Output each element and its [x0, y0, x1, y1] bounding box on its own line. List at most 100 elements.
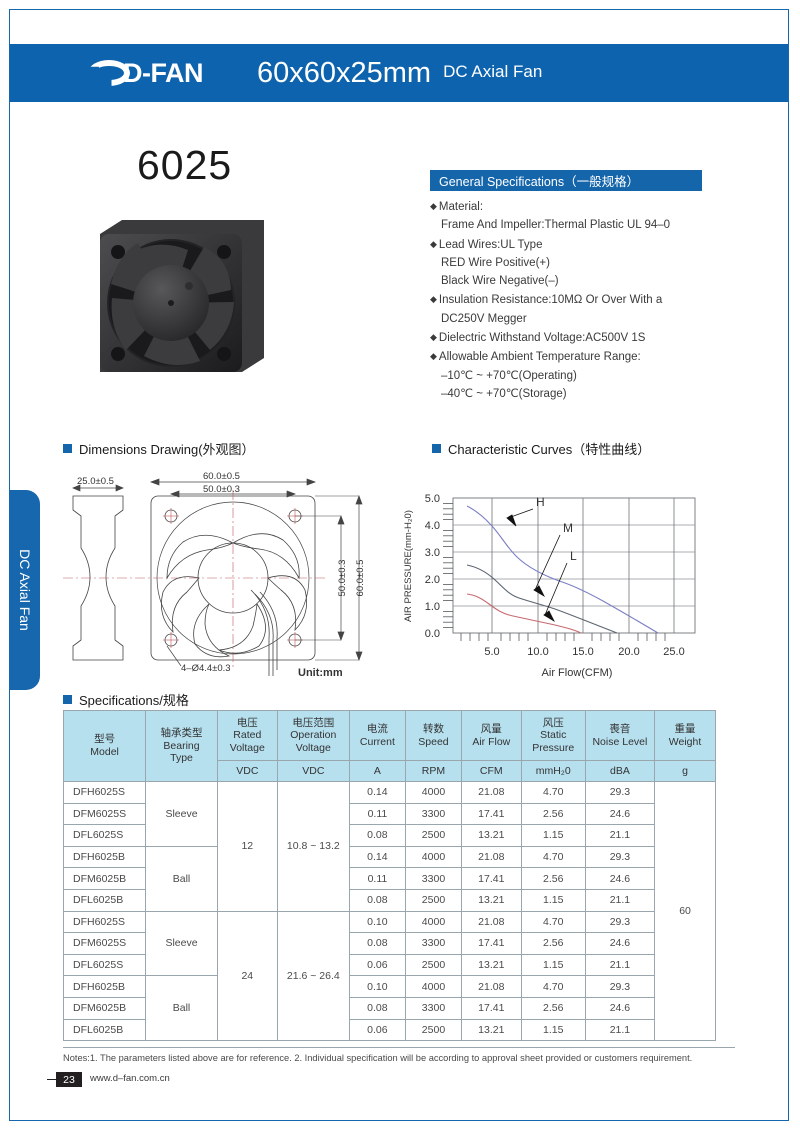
x-tick-label: 5.0 — [484, 646, 499, 658]
col-header-noise-level: 喪音 Noise Level — [584, 710, 656, 761]
cell-model: DFM6025S — [62, 932, 147, 955]
cell-noise: 24.6 — [584, 996, 656, 1020]
dim-depth-label: 25.0±0.5 — [77, 476, 114, 487]
cell-operation-voltage: 10.8 ~ 13.2 — [276, 781, 350, 912]
cell-static-pressure: 4.70 — [520, 910, 586, 934]
cell-model: DFH6025S — [62, 781, 147, 804]
diamond-bullet-icon: ◆ — [430, 294, 437, 305]
cell-noise: 24.6 — [584, 802, 656, 826]
page-border — [9, 9, 789, 1121]
x-tick-label: 15.0 — [572, 646, 593, 658]
x-tick-label: 25.0 — [663, 646, 684, 658]
cell-air-flow: 13.21 — [460, 953, 522, 977]
cell-current: 0.06 — [348, 953, 406, 977]
x-tick-label: 20.0 — [618, 646, 639, 658]
cell-static-pressure: 1.15 — [520, 824, 586, 847]
x-tick-label: 10.0 — [527, 646, 548, 658]
unit-rated-voltage: VDC — [216, 760, 278, 782]
cell-noise: 21.1 — [584, 888, 656, 912]
cell-air-flow: 17.41 — [460, 996, 522, 1020]
unit-weight: g — [654, 760, 716, 782]
cell-speed: 3300 — [404, 996, 462, 1020]
footer-website[interactable]: www.d–fan.com.cn — [90, 1073, 170, 1084]
cell-static-pressure: 4.70 — [520, 781, 586, 804]
table-row: DFM6025S 0.11 3300 17.41 2.56 24.6 — [62, 802, 716, 826]
table-header-row: 型号 Model 轴承类型 Bearing Type 电压 Rated Voltag… — [62, 710, 716, 782]
diamond-bullet-icon: ◆ — [430, 351, 437, 362]
cell-model: DFH6025B — [62, 975, 147, 998]
cell-current: 0.14 — [348, 845, 406, 869]
col-header-operation-voltage: 电压范围 Operation Voltage — [276, 710, 350, 761]
cell-bearing: Ball — [145, 975, 218, 1042]
cell-static-pressure: 4.70 — [520, 845, 586, 869]
curve-label-h: H — [536, 495, 545, 509]
curve-label-m: M — [563, 521, 573, 535]
cell-current: 0.14 — [348, 781, 406, 804]
cell-speed: 4000 — [404, 845, 462, 869]
section-heading-curves: Characteristic Curves（特性曲线） — [432, 439, 650, 458]
cell-air-flow: 13.21 — [460, 888, 522, 912]
spec-line: RED Wire Positive(+) — [441, 256, 550, 269]
cell-rated-voltage: 24 — [216, 910, 278, 1042]
ellipse-logo-icon — [88, 58, 132, 88]
side-tab-dc-axial-fan[interactable]: DC Axial Fan — [10, 490, 40, 690]
diamond-bullet-icon: ◆ — [430, 238, 437, 249]
table-row: DFL6025S 0.06 2500 13.21 1.15 21.1 — [62, 953, 716, 977]
unit-static-pressure: mmH₂0 — [520, 760, 586, 782]
cell-bearing: Sleeve — [145, 910, 218, 977]
unit-operation-voltage: VDC — [276, 760, 350, 782]
section-heading-specifications: Specifications/规格 — [63, 690, 189, 709]
page-header: D-FAN 60x60x25mm DC Axial Fan — [10, 44, 788, 102]
spec-line: Black Wire Negative(–) — [441, 275, 559, 288]
section-heading-dimensions: Dimensions Drawing(外观图） — [63, 439, 255, 458]
cell-air-flow: 17.41 — [460, 802, 522, 826]
cell-current: 0.11 — [348, 802, 406, 826]
col-header-weight: 重量 Weight — [654, 710, 716, 761]
cell-operation-voltage: 21.6 ~ 26.4 — [276, 910, 350, 1042]
cell-model: DFM6025B — [62, 996, 147, 1020]
y-tick-label: 2.0 — [425, 574, 440, 586]
dim-height-outer-label: 60.0±0.5 — [355, 560, 366, 597]
cell-noise: 29.3 — [584, 781, 656, 804]
cell-bearing: Sleeve — [145, 781, 218, 847]
cell-current: 0.08 — [348, 932, 406, 955]
page-dash — [47, 1079, 56, 1080]
cell-static-pressure: 1.15 — [520, 1018, 586, 1042]
product-size: 60x60x25mm — [257, 56, 432, 89]
col-header-air-flow: 风量 Air Flow — [460, 710, 522, 761]
cell-model: DFL6025S — [62, 953, 147, 977]
cell-bearing: Ball — [145, 845, 218, 912]
unit-noise-level: dBA — [584, 760, 656, 782]
spec-line: ◆ Dielectric Withstand Voltage:AC500V 1S — [430, 332, 646, 345]
col-header-rated-voltage: 电压 Rated Voltage — [216, 710, 278, 761]
cell-static-pressure: 1.15 — [520, 888, 586, 912]
table-row: DFM6025B 0.11 3300 17.41 2.56 24.6 — [62, 867, 716, 890]
table-row: DFH6025S Sleeve 24 21.6 ~ 26.4 0.10 4000… — [62, 910, 716, 1042]
cell-speed: 4000 — [404, 781, 462, 804]
characteristic-curves-chart: H M L 5.0 4.0 3.0 2.0 1.0 0.0 5.0 10.0 1… — [403, 493, 696, 679]
cell-static-pressure: 4.70 — [520, 975, 586, 998]
cell-model: DFL6025B — [62, 888, 147, 912]
cell-model: DFM6025S — [62, 802, 147, 826]
y-tick-label: 0.0 — [425, 628, 440, 640]
dim-hole-note-label: 4–Ø4.4±0.3 — [181, 663, 231, 674]
cell-current: 0.08 — [348, 996, 406, 1020]
table-row: DFL6025B 0.06 2500 13.21 1.15 21.1 — [62, 1018, 716, 1042]
footer-notes: Notes:1. The parameters listed above are… — [63, 1053, 693, 1063]
footer-divider — [63, 1047, 735, 1048]
cell-current: 0.11 — [348, 867, 406, 890]
col-header-model: 型号 Model — [62, 710, 147, 782]
cell-noise: 29.3 — [584, 910, 656, 934]
cell-static-pressure: 2.56 — [520, 867, 586, 890]
cell-static-pressure: 2.56 — [520, 996, 586, 1020]
col-header-current: 电流 Current — [348, 710, 406, 761]
brand-logo: D-FAN — [88, 58, 204, 89]
diamond-bullet-icon: ◆ — [430, 332, 437, 343]
cell-model: DFH6025S — [62, 910, 147, 934]
cell-speed: 3300 — [404, 802, 462, 826]
cell-speed: 3300 — [404, 932, 462, 955]
cell-noise: 29.3 — [584, 975, 656, 998]
cell-static-pressure: 2.56 — [520, 802, 586, 826]
diamond-bullet-icon: ◆ — [430, 201, 437, 211]
square-bullet-icon — [63, 695, 72, 704]
